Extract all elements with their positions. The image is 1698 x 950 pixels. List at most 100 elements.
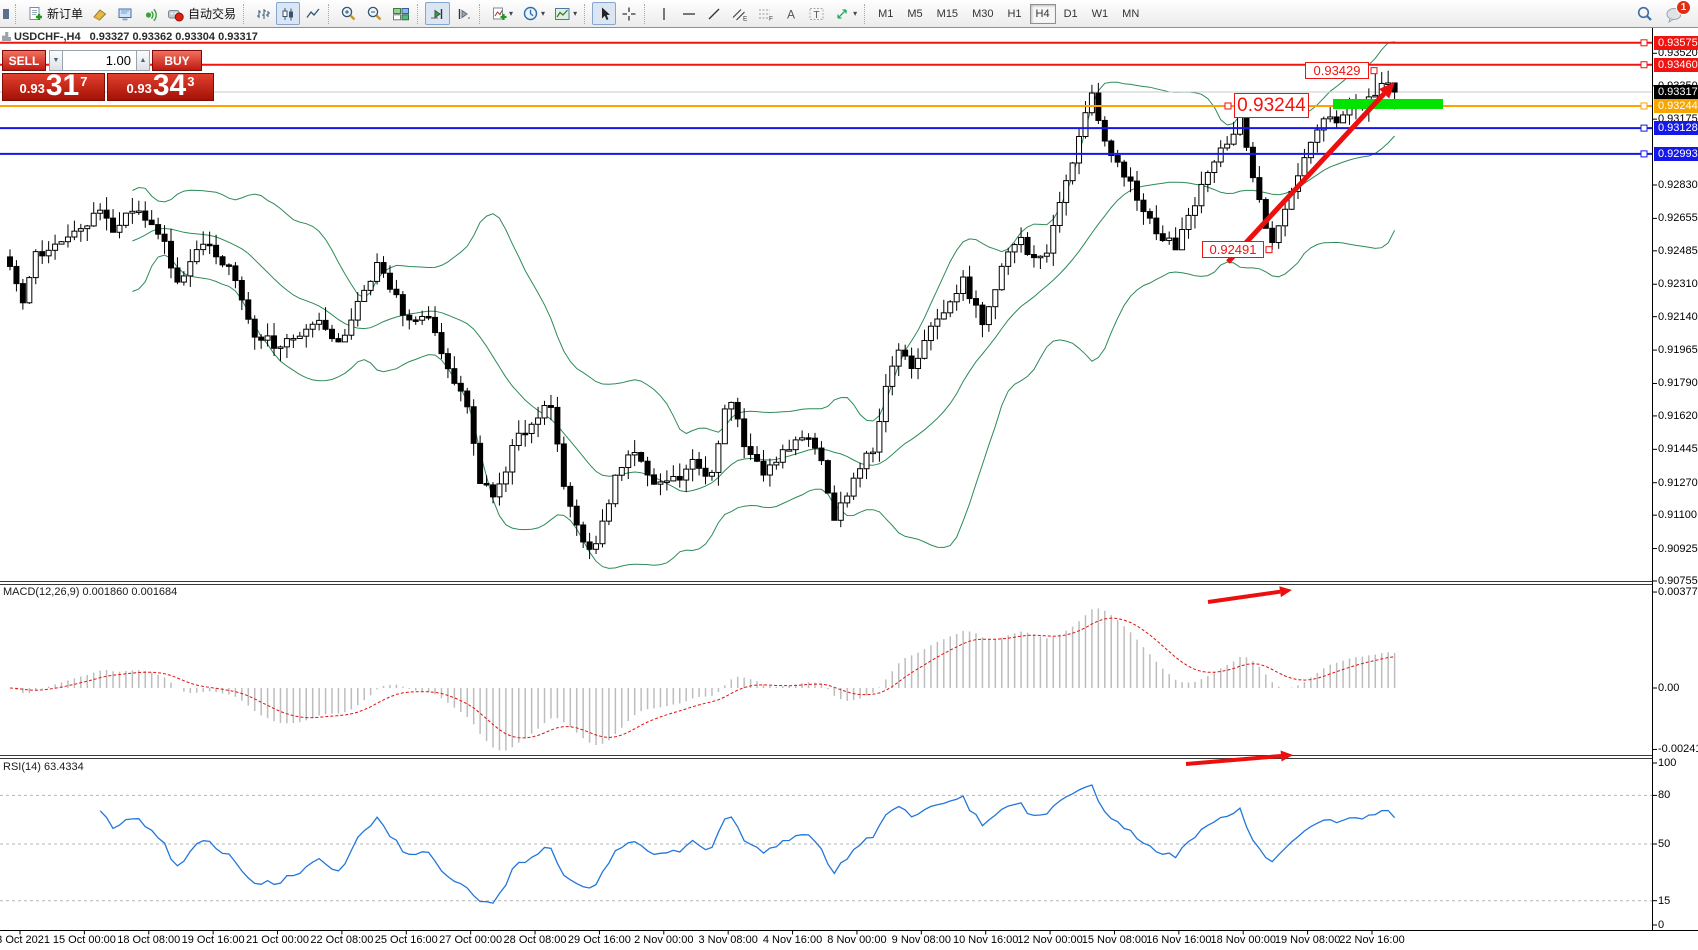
timeframe-w1[interactable]: W1 [1091, 7, 1109, 20]
price-annotation-mid[interactable]: 0.93244 [1234, 93, 1309, 119]
tile-windows-button[interactable] [388, 2, 414, 25]
green-highlight-bar [1333, 98, 1443, 109]
chart-shift-button[interactable] [451, 2, 476, 25]
buy-price-box[interactable]: 0.93 34 3 [107, 71, 214, 101]
text-label-button[interactable]: T [804, 2, 829, 25]
price-annotation-low[interactable]: 0.92491 [1202, 241, 1264, 259]
separator [584, 3, 588, 24]
svg-text:E: E [743, 15, 748, 22]
auto-trading-label: 自动交易 [188, 7, 237, 21]
time-axis-label: 15 Nov 08:00 [1081, 934, 1148, 946]
toolbar-right: 1 [1632, 0, 1696, 25]
timeframe-m1[interactable]: M1 [878, 7, 894, 20]
level-line-anchor [1640, 124, 1648, 132]
signals-icon-button[interactable] [138, 2, 162, 25]
annotation-anchor [1265, 246, 1273, 254]
search-button[interactable] [1632, 2, 1658, 25]
timeframe-mn[interactable]: MN [1122, 7, 1140, 20]
zoom-in-button[interactable] [336, 2, 361, 25]
rsi-axis-tick: 50 [1658, 838, 1671, 850]
bollinger-band-line [132, 135, 1395, 493]
templates-button[interactable]: ▾ [550, 2, 581, 25]
arrows-button[interactable]: ▾ [830, 2, 861, 25]
auto-trading-button[interactable]: 自动交易 [163, 2, 240, 25]
equidistant-channel-button[interactable]: E [727, 2, 752, 25]
terminal-icon-button[interactable] [113, 2, 137, 25]
terminal-icon [118, 8, 132, 20]
volume-decrease-button[interactable]: ▼ [49, 50, 63, 71]
sell-price-pip: 7 [80, 74, 88, 89]
buy-button[interactable]: BUY [152, 50, 202, 71]
bar-chart-type-button[interactable] [251, 2, 275, 25]
periods-button[interactable]: ▾ [518, 2, 549, 25]
chevron-down-icon: ▾ [573, 9, 578, 18]
zoom-out-button[interactable] [362, 2, 387, 25]
search-icon [1637, 6, 1652, 21]
fibonacci-icon: F [759, 9, 773, 22]
alerts-icon-button[interactable] [88, 2, 112, 25]
separator [644, 3, 648, 24]
time-axis-label: 25 Oct 16:00 [374, 934, 438, 946]
sell-button[interactable]: SELL [2, 50, 46, 71]
rsi-line [99, 784, 1396, 904]
time-axis-label: 9 Nov 08:00 [891, 934, 951, 946]
notifications-button[interactable]: 1 [1664, 0, 1691, 25]
time-axis-label: 4 Nov 16:00 [762, 934, 823, 946]
text-button[interactable]: A [779, 2, 803, 25]
time-axis-label: 16 Nov 16:00 [1146, 934, 1212, 946]
annotation-anchor [1224, 102, 1232, 110]
time-axis-label: 13 Oct 2021 [0, 934, 50, 946]
template-chart-icon [555, 7, 570, 20]
timeframe-d1[interactable]: D1 [1063, 7, 1078, 20]
rsi-axis-tick: 15 [1658, 894, 1671, 907]
buy-price-prefix: 0.93 [126, 81, 152, 96]
one-click-row-prices: 0.93 31 7 0.93 34 3 [2, 71, 214, 101]
signals-icon [145, 8, 157, 21]
trend-line-button[interactable] [702, 2, 726, 25]
new-order-button[interactable]: 新订单 [23, 2, 87, 25]
volume-increase-button[interactable]: ▲ [136, 50, 150, 71]
bar-chart-icon [257, 8, 271, 19]
timeframe-group: M1 M5 M15 M30 H1 H4 D1 W1 MN [872, 3, 1145, 24]
new-order-icon [29, 6, 42, 20]
price-axis-tick: 0.91100 [1658, 509, 1697, 522]
cursor-button[interactable] [592, 2, 617, 25]
level-line-anchor [1640, 39, 1648, 47]
time-axis-label: 29 Oct 16:00 [567, 934, 631, 946]
timeframe-m30[interactable]: M30 [972, 7, 994, 20]
price-axis-tick: 0.93520 [1658, 47, 1698, 60]
time-axis-label: 2 Nov 00:00 [634, 934, 694, 946]
fibonacci-button[interactable]: F [753, 2, 778, 25]
line-chart-type-button[interactable] [301, 2, 325, 25]
timeframe-h1[interactable]: H1 [1007, 7, 1022, 20]
price-axis-tick: 0.91270 [1658, 476, 1698, 489]
svg-text:A: A [787, 7, 795, 21]
price-annotation-high[interactable]: 0.93429 [1305, 62, 1369, 80]
new-order-label: 新订单 [47, 7, 84, 21]
vertical-line-button[interactable] [652, 2, 676, 25]
spin-down-icon: ▼ [52, 57, 60, 64]
text-label-icon: T [809, 7, 824, 21]
auto-scroll-button[interactable] [425, 2, 451, 25]
symbol-chart-icon [2, 32, 11, 41]
crosshair-button[interactable] [617, 2, 641, 25]
chart-shift-icon [458, 8, 471, 19]
timeframe-m15[interactable]: M15 [936, 7, 959, 20]
candlestick-chart-type-button[interactable] [276, 2, 301, 25]
symbol-ohlc: 0.93327 0.93362 0.93304 0.93317 [89, 31, 258, 43]
time-axis-label: 28 Oct 08:00 [503, 934, 567, 946]
time-axis-label: 8 Nov 00:00 [827, 934, 887, 946]
clipped-chart-icon[interactable] [2, 2, 12, 25]
trend-arrow [1207, 589, 1281, 604]
timeframe-h4[interactable]: H4 [1029, 3, 1056, 24]
horizontal-line-button[interactable] [677, 2, 701, 25]
separator [243, 3, 247, 24]
price-axis-tick: 0.90925 [1658, 542, 1698, 555]
sell-price-box[interactable]: 0.93 31 7 [2, 71, 105, 101]
timeframe-m5[interactable]: M5 [907, 7, 923, 20]
volume-input[interactable] [63, 50, 136, 71]
annotation-anchor [1370, 67, 1378, 75]
indicators-button[interactable]: ▾ [487, 2, 517, 25]
